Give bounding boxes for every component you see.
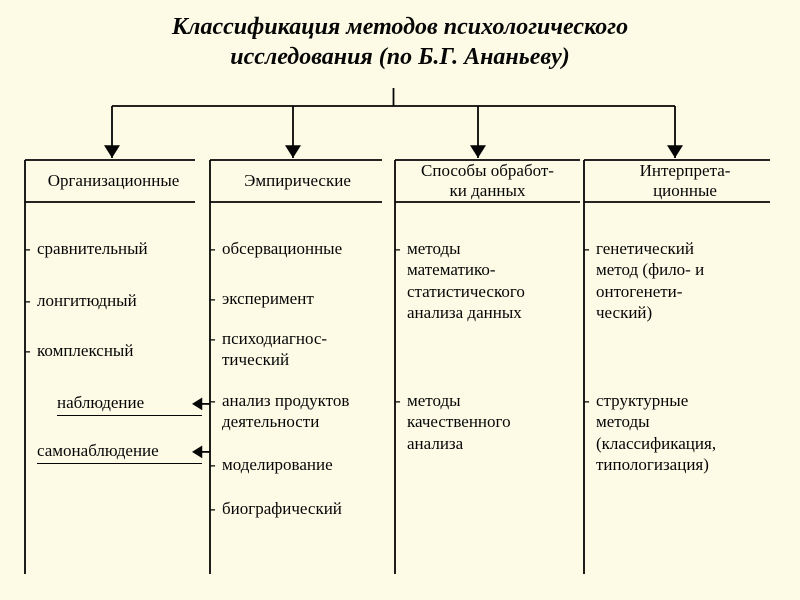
diagram-item: биографический bbox=[222, 498, 385, 519]
column-header: Организационные bbox=[25, 163, 202, 199]
diagram-item: психодиагнос- тический bbox=[222, 328, 385, 371]
diagram-item: обсервационные bbox=[222, 238, 385, 259]
diagram-item: генетический метод (фило- и онтогенети- … bbox=[596, 238, 778, 323]
column-header: Интерпрета- ционные bbox=[592, 163, 778, 199]
diagram-item: эксперимент bbox=[222, 288, 385, 309]
title-line: Классификация методов психологического bbox=[0, 12, 800, 42]
column-header: Эмпирические bbox=[210, 163, 385, 199]
diagram-item: методы математико- статистического анали… bbox=[407, 238, 580, 323]
column-header: Способы обработ- ки данных bbox=[395, 163, 580, 199]
diagram-item: структурные методы (классификация, типол… bbox=[596, 390, 778, 475]
diagram-item: самонаблюдение bbox=[37, 440, 202, 464]
diagram-item: сравнительный bbox=[37, 238, 202, 259]
diagram-item: анализ продуктов деятельности bbox=[222, 390, 385, 433]
diagram-item: моделирование bbox=[222, 454, 385, 475]
diagram-item: методы качественного анализа bbox=[407, 390, 580, 454]
title-line: исследования (по Б.Г. Ананьеву) bbox=[0, 42, 800, 72]
diagram-item: лонгитюдный bbox=[37, 290, 202, 311]
diagram-item: комплексный bbox=[37, 340, 202, 361]
diagram-title: Классификация методов психологическогоис… bbox=[0, 12, 800, 72]
diagram-item: наблюдение bbox=[57, 392, 202, 416]
